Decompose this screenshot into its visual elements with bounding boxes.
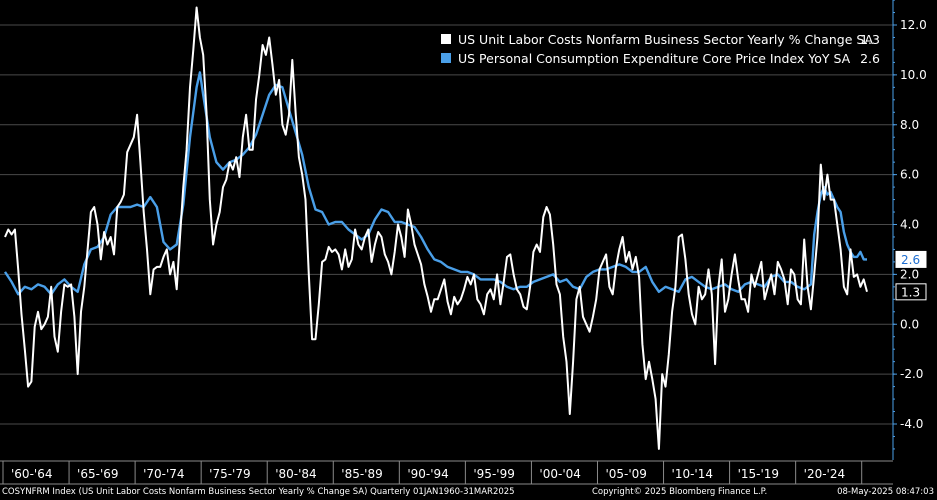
footer-timestamp: 08-May-2025 08:47:03 xyxy=(837,487,934,497)
y-tick-label: 2.0 xyxy=(900,267,919,281)
badge-pce xyxy=(895,250,927,268)
x-period-label: '05-'09 xyxy=(605,467,646,481)
badge-ulc xyxy=(895,283,927,301)
legend-row-ulc: US Unit Labor Costs Nonfarm Business Sec… xyxy=(436,30,888,49)
x-period-label: '90-'94 xyxy=(407,467,448,481)
x-period-label: '70-'74 xyxy=(143,467,184,481)
x-period-label: '95-'99 xyxy=(473,467,514,481)
grid-lines xyxy=(0,24,893,425)
x-period-label: '65-'69 xyxy=(77,467,118,481)
y-axis: 12.0 10.0 8.0 6.0 4.0 2.0 0.0 -2.0 -4.0 xyxy=(892,0,927,460)
y-tick-label: 4.0 xyxy=(900,218,919,232)
series-lines xyxy=(3,6,868,450)
legend-swatch-pce xyxy=(441,53,451,63)
legend-value-pce: 2.6 xyxy=(860,51,880,66)
y-tick-label: 10.0 xyxy=(900,68,927,82)
x-period-label: '80-'84 xyxy=(275,467,316,481)
y-tick-label: 8.0 xyxy=(900,118,919,132)
legend: US Unit Labor Costs Nonfarm Business Sec… xyxy=(436,30,888,70)
legend-label-ulc: US Unit Labor Costs Nonfarm Business Sec… xyxy=(458,32,874,47)
x-period-label: '10-'14 xyxy=(672,467,713,481)
x-period-label: '85-'89 xyxy=(341,467,382,481)
x-period-label: '60-'64 xyxy=(11,467,52,481)
x-period-label: '75-'79 xyxy=(209,467,250,481)
footer-copyright: Copyright© 2025 Bloomberg Finance L.P. xyxy=(592,487,768,497)
badge-ulc-label: 1.3 xyxy=(901,285,920,299)
legend-label-pce: US Personal Consumption Expenditure Core… xyxy=(458,51,851,66)
y-tick-label: -2.0 xyxy=(900,367,923,381)
x-period-label: '00-'04 xyxy=(539,467,580,481)
badge-pce-label: 2.6 xyxy=(901,253,920,267)
last-value-badges: 1.3 2.6 xyxy=(895,250,927,301)
footer-source: COSYNFRM Index (US Unit Labor Costs Nonf… xyxy=(2,487,515,497)
y-tick-label: 6.0 xyxy=(900,168,919,182)
x-period-label: '20-'24 xyxy=(804,467,845,481)
y-tick-label: 0.0 xyxy=(900,317,919,331)
y-tick-label: -4.0 xyxy=(900,417,923,431)
series-line-pce xyxy=(3,71,867,296)
legend-swatch-ulc xyxy=(441,34,451,44)
y-tick-label: 12.0 xyxy=(900,18,927,32)
legend-row-pce: US Personal Consumption Expenditure Core… xyxy=(436,49,888,68)
legend-value-ulc: 1.3 xyxy=(860,32,880,47)
series-line-ulc xyxy=(4,6,868,450)
x-axis: '60-'64 '65-'69 '70-'74 '75-'79 '80-'84 '85-'… xyxy=(0,460,893,485)
x-period-label: '15-'19 xyxy=(738,467,779,481)
